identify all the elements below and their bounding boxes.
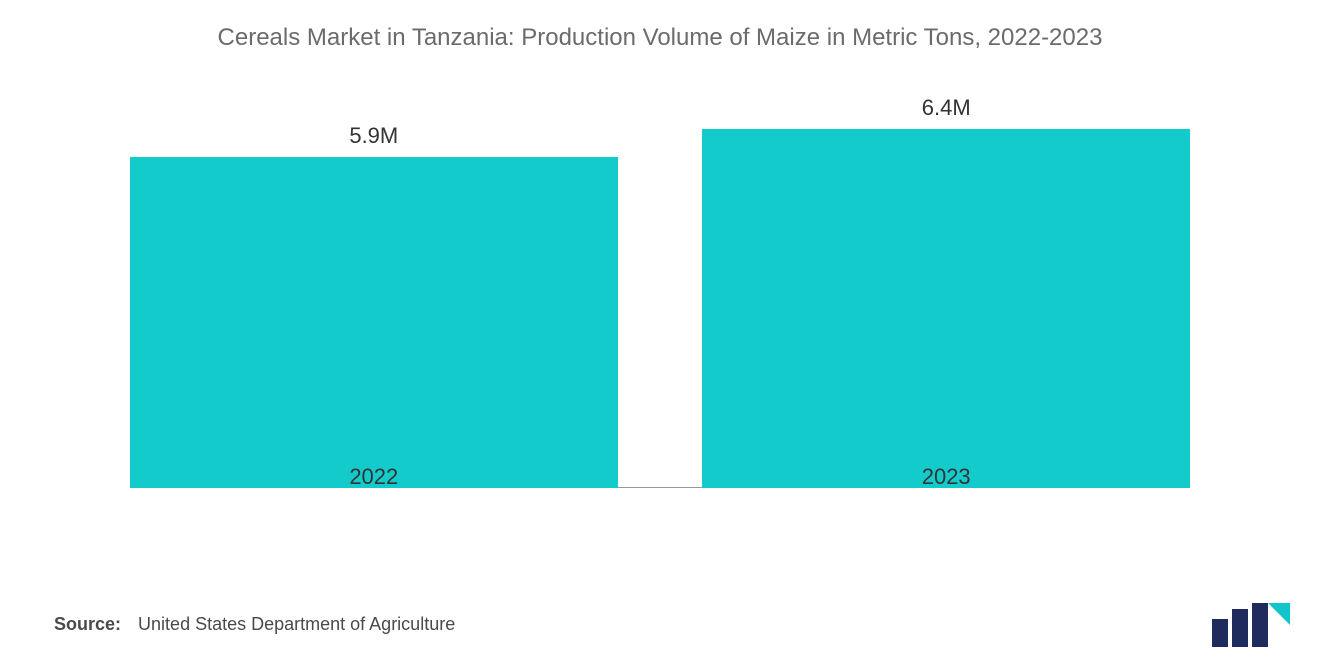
- bar-value-label: 6.4M: [702, 95, 1190, 121]
- bar-value-label: 5.9M: [130, 123, 618, 149]
- bar: [130, 157, 618, 488]
- bar-group-2023: 6.4M 2023: [702, 129, 1190, 488]
- chart-title: Cereals Market in Tanzania: Production V…: [0, 24, 1320, 52]
- source-label: Source:: [54, 614, 121, 634]
- x-category-label: 2023: [702, 464, 1190, 490]
- source-text: United States Department of Agriculture: [138, 614, 455, 634]
- bar-group-2022: 5.9M 2022: [130, 157, 618, 488]
- brand-logo-icon: [1212, 603, 1290, 647]
- x-category-label: 2022: [130, 464, 618, 490]
- chart-plot-area: 5.9M 2022 6.4M 2023: [130, 95, 1190, 520]
- bar: [702, 129, 1190, 488]
- source-line: Source: United States Department of Agri…: [54, 614, 455, 635]
